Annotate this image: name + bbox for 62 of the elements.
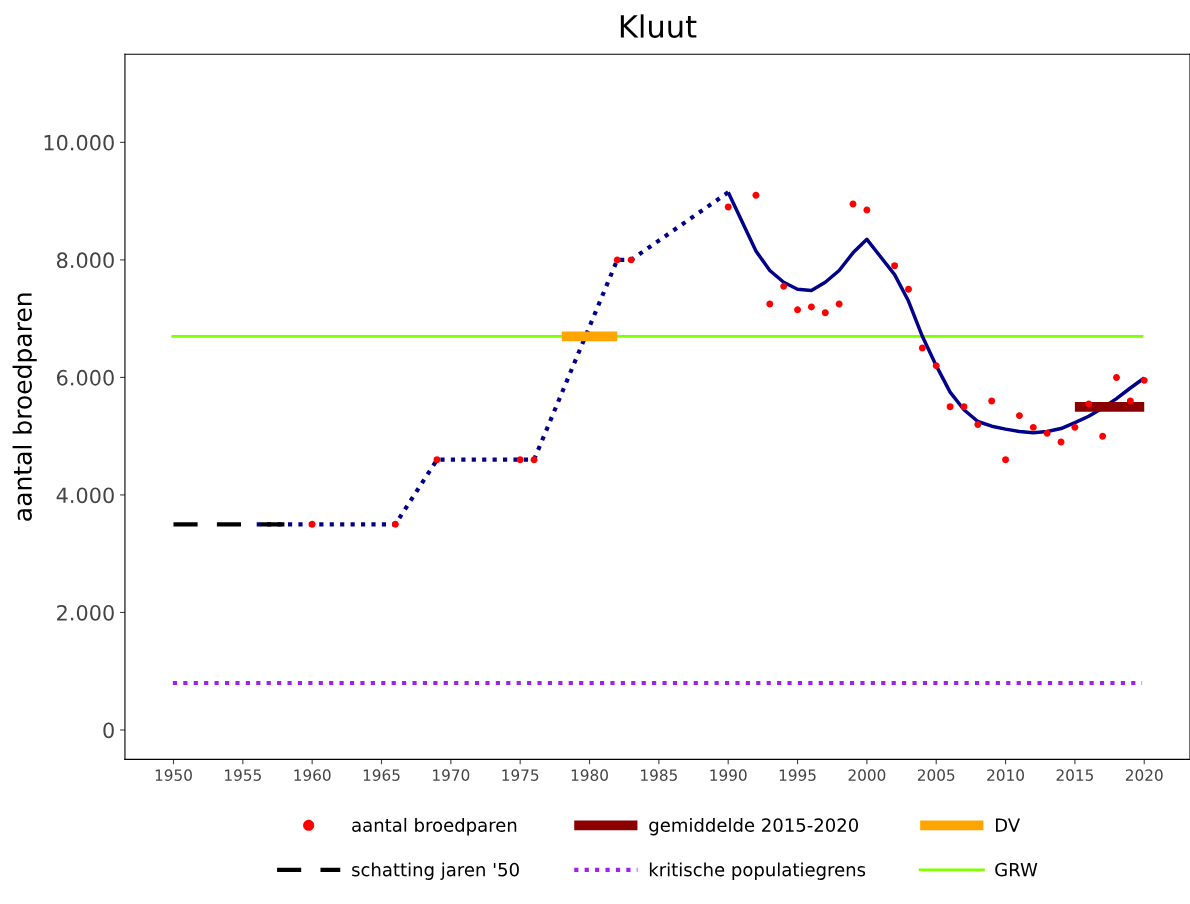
point — [1043, 429, 1051, 437]
x-tick-label: 1955 — [225, 769, 261, 781]
x-tick-label: 2005 — [917, 769, 955, 781]
point — [891, 262, 899, 270]
x-tick-label: 1950 — [155, 769, 192, 781]
point — [1015, 412, 1023, 420]
x-tick-label: 1975 — [502, 769, 539, 781]
point — [627, 256, 635, 264]
point — [1002, 456, 1010, 464]
x-tick-label: 1980 — [571, 769, 608, 781]
x-tick-label: 2000 — [848, 769, 886, 781]
x-tick-label: 1965 — [363, 769, 400, 781]
y-tick-label: 4.000 — [56, 487, 114, 504]
legend-label: kritische populatiegrens — [649, 862, 866, 880]
x-tick-label: 1995 — [779, 769, 816, 781]
point — [1029, 423, 1037, 431]
legend-label: GRW — [995, 862, 1038, 877]
point — [1071, 423, 1079, 431]
y-tick-label: 10.000 — [44, 134, 114, 151]
chart-title: Kluut — [620, 14, 697, 39]
x-tick-label: 2010 — [987, 769, 1024, 781]
point — [433, 456, 441, 464]
point — [974, 420, 982, 428]
point — [807, 303, 815, 311]
point — [960, 403, 968, 411]
y-tick-label: 8.000 — [57, 252, 114, 269]
x-tick-label: 2015 — [1056, 769, 1093, 781]
point — [821, 309, 829, 317]
point — [918, 344, 926, 352]
point — [766, 300, 774, 308]
x-tick-label: 2020 — [1125, 769, 1163, 781]
point — [1140, 376, 1148, 384]
point — [1085, 400, 1093, 408]
point — [613, 256, 621, 264]
y-tick-label: 6.000 — [57, 369, 114, 386]
point — [932, 362, 940, 370]
point — [905, 285, 912, 293]
point — [835, 300, 843, 308]
point — [752, 191, 760, 199]
legend-label: DV — [995, 818, 1021, 832]
y-axis-title: aantal broedparen — [12, 293, 37, 521]
y-tick-label: 0 — [103, 722, 114, 739]
point — [1126, 397, 1134, 405]
point — [1113, 373, 1120, 381]
legend-label: schatting jaren '50 — [352, 862, 519, 880]
x-tick-label: 1970 — [433, 769, 470, 781]
point — [988, 397, 996, 405]
point — [530, 456, 538, 464]
point — [794, 306, 802, 314]
x-tick-label: 1960 — [294, 769, 331, 781]
x-tick-label: 1985 — [641, 769, 677, 781]
point — [391, 520, 399, 528]
point — [308, 520, 316, 528]
point — [780, 282, 788, 290]
point — [946, 403, 954, 411]
legend-label: aantal broedparen — [352, 817, 517, 836]
y-tick-label: 2.000 — [57, 604, 114, 621]
point — [516, 456, 524, 464]
point — [724, 203, 732, 211]
x-tick-label: 1990 — [710, 769, 747, 781]
point — [1099, 432, 1107, 440]
legend-label: gemiddelde 2015-2020 — [649, 817, 859, 836]
